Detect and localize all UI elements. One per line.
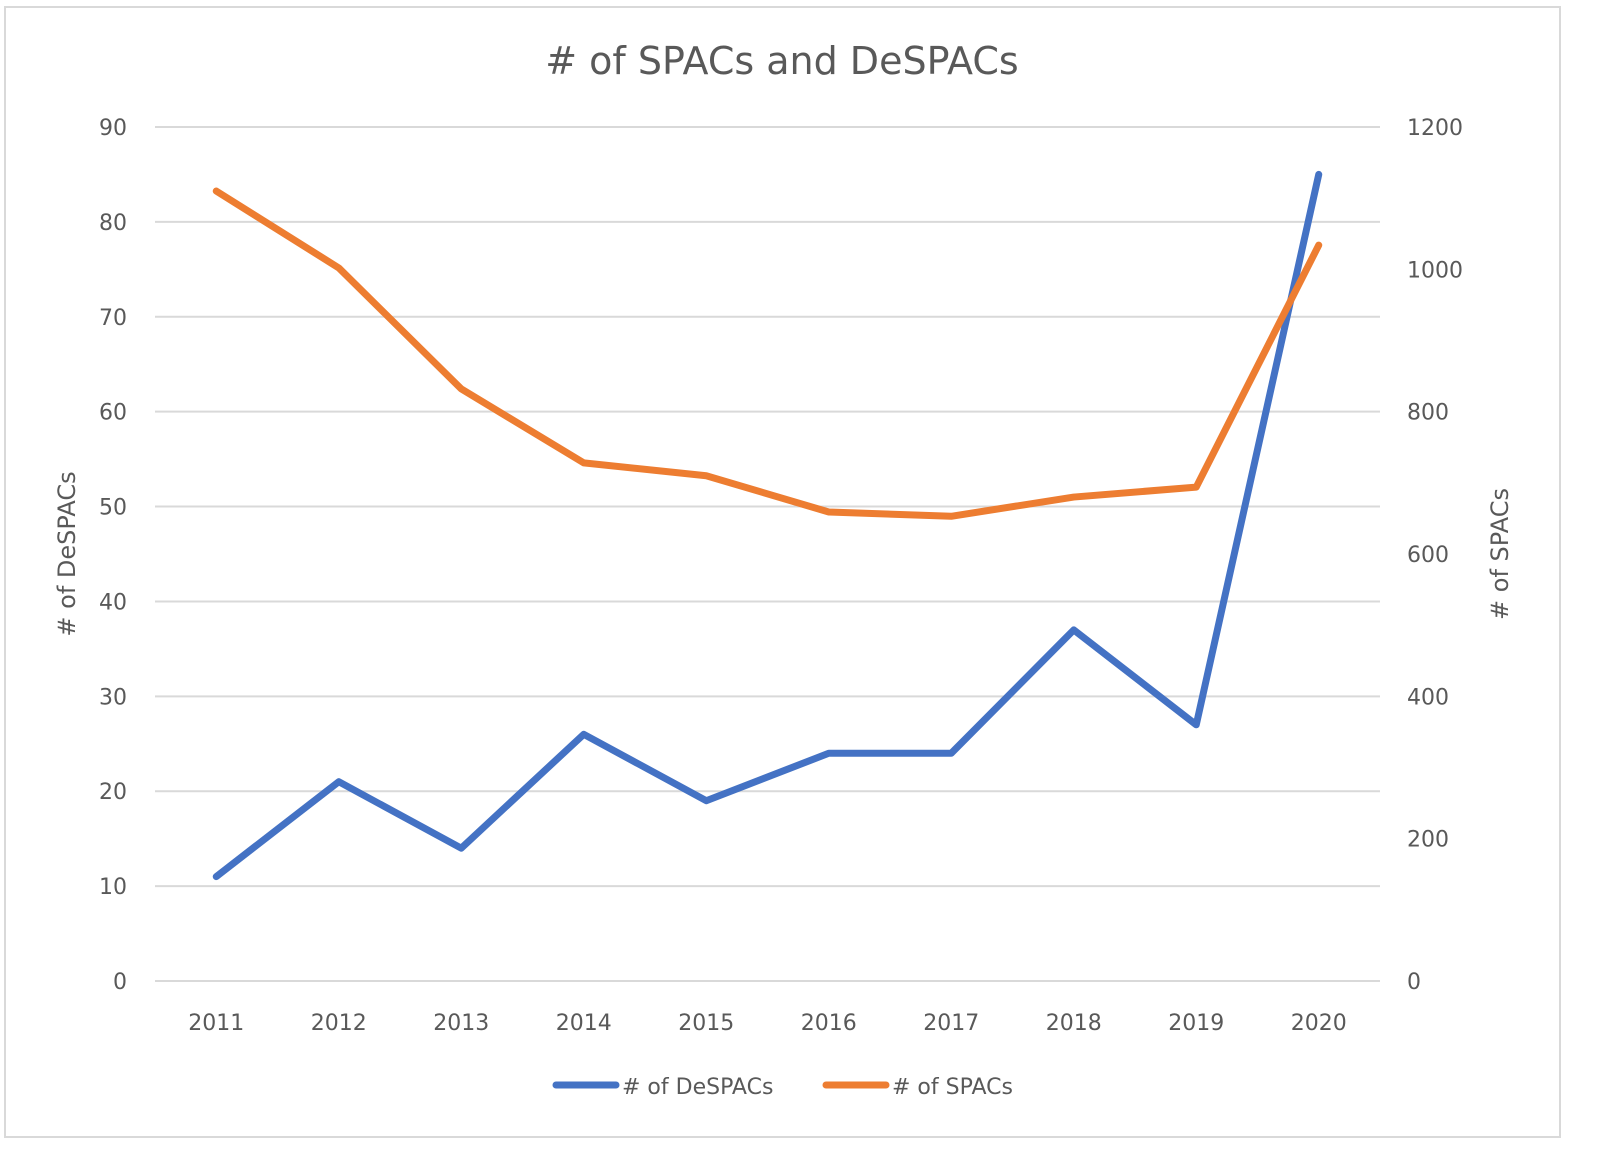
y2-tick-label: 400 (1407, 685, 1449, 710)
y2-tick-label: 1200 (1407, 116, 1463, 141)
y-tick-label: 20 (99, 780, 127, 805)
x-tick-label: 2016 (801, 1011, 857, 1036)
y2-tick-label: 0 (1407, 970, 1421, 995)
legend: # of DeSPACs # of SPACs (552, 1075, 1013, 1100)
chart-title: # of SPACs and DeSPACs (545, 39, 1018, 83)
x-tick-label: 2013 (433, 1011, 489, 1036)
y-tick-label: 90 (99, 116, 127, 141)
legend-label: # of DeSPACs (622, 1075, 773, 1100)
y-axis-left-ticks: 0 10 20 30 40 50 60 70 80 90 (99, 116, 127, 995)
x-tick-label: 2012 (311, 1011, 367, 1036)
series-line-of-despacs (212, 170, 1323, 881)
y2-tick-label: 800 (1407, 401, 1449, 426)
legend-label: # of SPACs (892, 1075, 1013, 1100)
y-axis-right-ticks: 0 200 400 600 800 1000 1200 (1407, 116, 1463, 995)
x-tick-label: 2011 (188, 1011, 244, 1036)
x-tick-label: 2020 (1291, 1011, 1347, 1036)
y-tick-label: 30 (99, 685, 127, 710)
y2-tick-label: 1000 (1407, 258, 1463, 283)
y-tick-label: 10 (99, 875, 127, 900)
y-tick-label: 0 (113, 970, 127, 995)
y-tick-label: 70 (99, 306, 127, 331)
y-axis-right-title: # of SPACs (1486, 488, 1514, 620)
series-lines (212, 170, 1323, 881)
chart-frame (4, 6, 1561, 1138)
y-tick-label: 80 (99, 211, 127, 236)
y-tick-label: 60 (99, 401, 127, 426)
y2-tick-label: 600 (1407, 543, 1449, 568)
gridlines (155, 126, 1380, 982)
x-tick-label: 2015 (678, 1011, 734, 1036)
x-tick-label: 2017 (923, 1011, 979, 1036)
series-line-of-spacs (212, 187, 1323, 520)
x-tick-label: 2019 (1168, 1011, 1224, 1036)
y-tick-label: 50 (99, 496, 127, 521)
x-tick-label: 2018 (1046, 1011, 1102, 1036)
x-tick-label: 2014 (556, 1011, 612, 1036)
y-axis-left-title: # of DeSPACs (53, 471, 81, 636)
y2-tick-label: 200 (1407, 828, 1449, 853)
y-tick-label: 40 (99, 590, 127, 615)
x-axis-ticks: 2011 2012 2013 2014 2015 2016 2017 2018 2019 2020 (188, 1011, 1347, 1036)
